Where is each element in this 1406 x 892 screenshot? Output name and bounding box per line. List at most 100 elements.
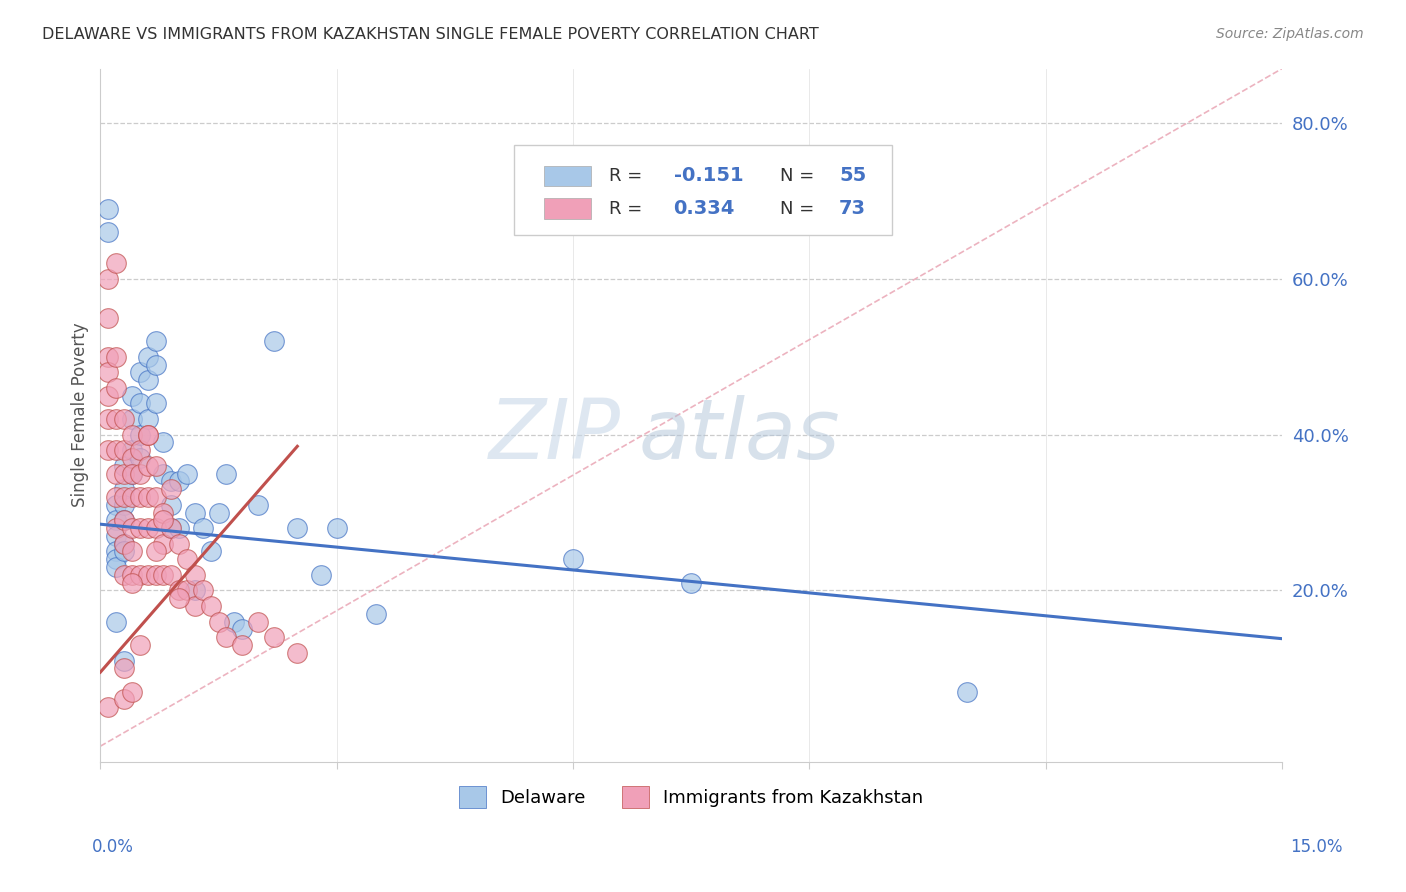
Point [128, 567, 150, 582]
Point [112, 458, 135, 473]
Point [112, 513, 135, 527]
Point [112, 482, 135, 496]
Point [263, 630, 285, 644]
Point [121, 427, 143, 442]
Point [215, 630, 238, 644]
Point [152, 513, 174, 527]
Point [97, 700, 120, 714]
Point [136, 427, 159, 442]
Point [215, 467, 238, 481]
Point [167, 591, 190, 606]
Point [145, 544, 167, 558]
Text: N =: N = [780, 200, 820, 218]
Point [285, 646, 308, 660]
Point [105, 256, 128, 270]
Text: ZIP: ZIP [488, 395, 620, 476]
Point [97, 443, 120, 458]
Point [105, 552, 128, 566]
Point [246, 498, 269, 512]
Point [128, 450, 150, 465]
Point [176, 467, 198, 481]
Point [231, 623, 253, 637]
Point [112, 513, 135, 527]
Point [97, 202, 120, 216]
Point [121, 490, 143, 504]
Point [152, 506, 174, 520]
Text: 73: 73 [839, 199, 866, 218]
Point [97, 389, 120, 403]
Point [97, 350, 120, 364]
FancyBboxPatch shape [544, 166, 591, 186]
Point [112, 653, 135, 667]
Point [176, 583, 198, 598]
Point [160, 482, 183, 496]
Point [105, 490, 128, 504]
Point [105, 615, 128, 629]
Point [145, 490, 167, 504]
Point [325, 521, 347, 535]
Point [160, 567, 183, 582]
Point [145, 334, 167, 348]
Point [152, 567, 174, 582]
Text: 0.0%: 0.0% [91, 838, 134, 855]
Point [167, 536, 190, 550]
Point [112, 412, 135, 426]
Point [136, 427, 159, 442]
Point [145, 458, 167, 473]
Point [207, 615, 229, 629]
Point [112, 536, 135, 550]
Point [145, 358, 167, 372]
Point [184, 567, 207, 582]
Point [97, 310, 120, 325]
Point [97, 365, 120, 379]
Point [121, 567, 143, 582]
Point [112, 536, 135, 550]
Point [121, 389, 143, 403]
Point [105, 521, 128, 535]
Point [167, 521, 190, 535]
Point [105, 513, 128, 527]
Point [176, 552, 198, 566]
Point [105, 443, 128, 458]
Point [112, 490, 135, 504]
Point [309, 567, 332, 582]
Point [105, 544, 128, 558]
Point [200, 599, 222, 613]
Text: Source: ZipAtlas.com: Source: ZipAtlas.com [1216, 27, 1364, 41]
Point [121, 684, 143, 698]
Text: 55: 55 [839, 167, 866, 186]
Point [128, 638, 150, 652]
Point [112, 443, 135, 458]
Point [105, 467, 128, 481]
Point [145, 567, 167, 582]
Text: 15.0%: 15.0% [1291, 838, 1343, 855]
Point [246, 615, 269, 629]
Text: R =: R = [609, 200, 648, 218]
Point [105, 529, 128, 543]
Point [121, 467, 143, 481]
Point [128, 521, 150, 535]
Point [160, 475, 183, 489]
Point [562, 552, 585, 566]
Point [160, 521, 183, 535]
Point [145, 521, 167, 535]
Y-axis label: Single Female Poverty: Single Female Poverty [72, 323, 89, 508]
Point [105, 560, 128, 574]
Point [136, 412, 159, 426]
Point [152, 467, 174, 481]
Point [160, 498, 183, 512]
Point [160, 521, 183, 535]
Point [97, 225, 120, 239]
Point [285, 521, 308, 535]
Point [136, 350, 159, 364]
Point [112, 467, 135, 481]
Point [97, 412, 120, 426]
Point [121, 521, 143, 535]
Point [136, 373, 159, 387]
Point [136, 521, 159, 535]
Point [207, 506, 229, 520]
Point [136, 490, 159, 504]
Point [167, 475, 190, 489]
Point [112, 498, 135, 512]
Point [105, 498, 128, 512]
